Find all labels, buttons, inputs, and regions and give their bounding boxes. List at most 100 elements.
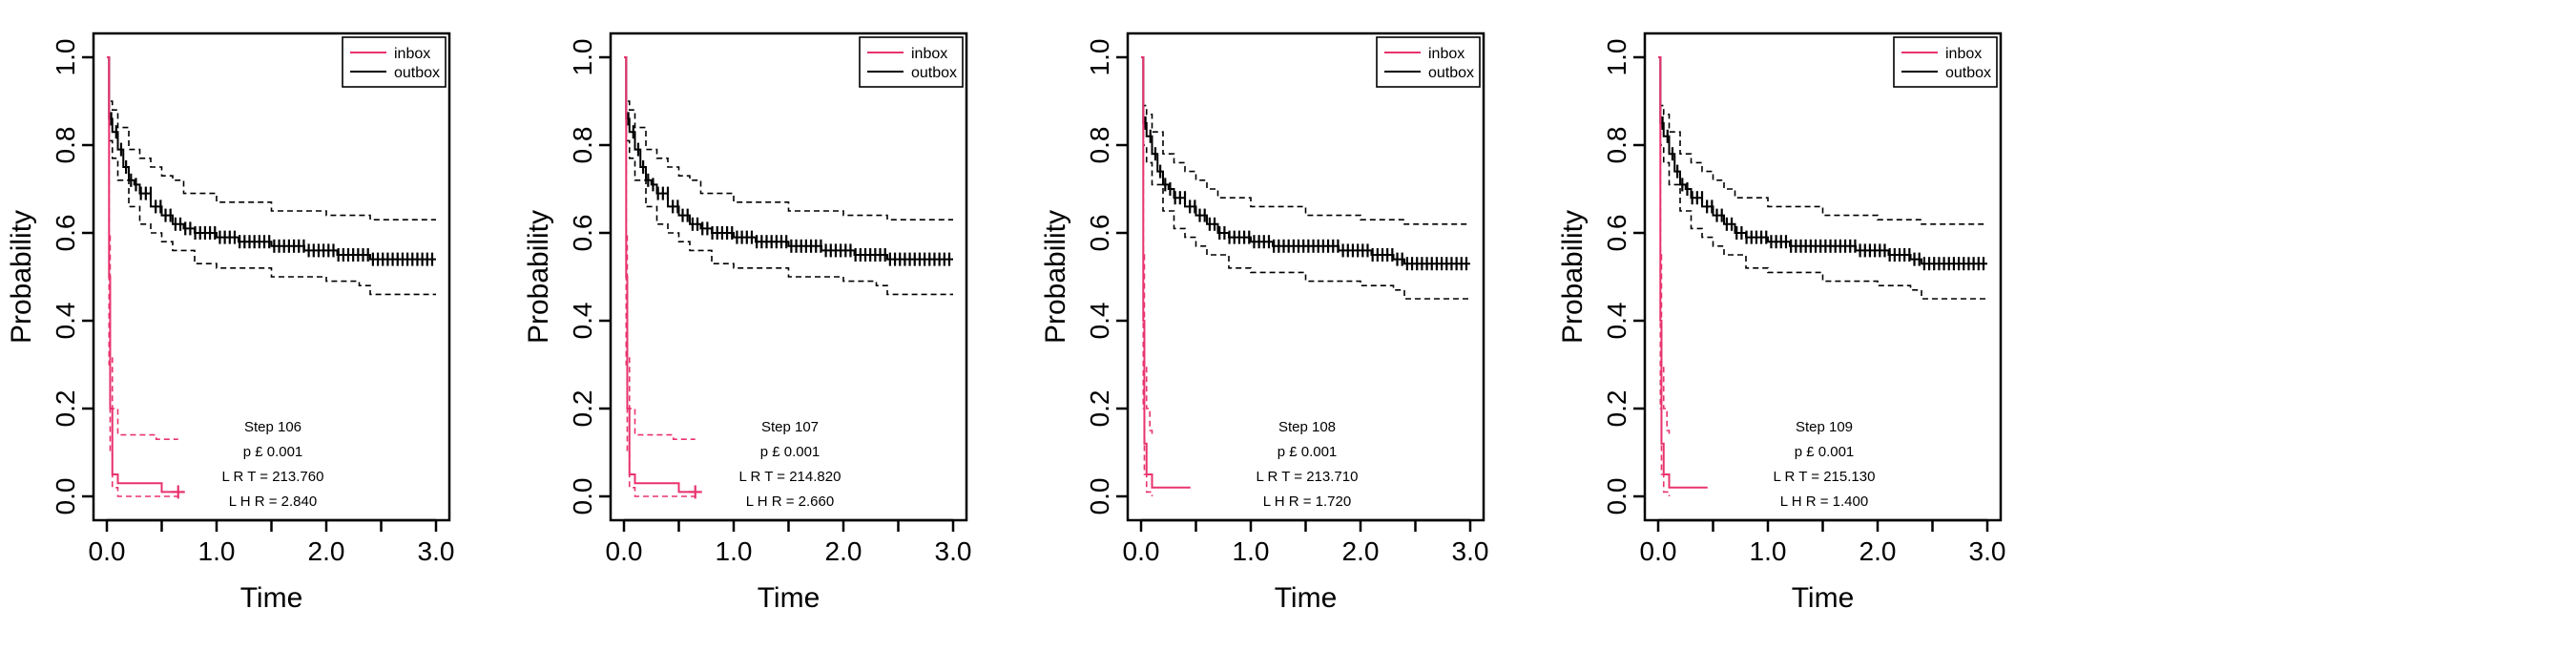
series-inbox-lower-line xyxy=(624,56,696,497)
series-inbox-lower-line xyxy=(107,56,178,497)
legend-label-inbox: inbox xyxy=(911,46,947,62)
x-tick-label: 0.0 xyxy=(89,536,126,566)
series-outbox-upper-line xyxy=(1141,56,1470,225)
legend-box xyxy=(342,36,447,88)
x-tick-label: 2.0 xyxy=(825,536,862,566)
legend-box xyxy=(1893,36,1998,88)
series-inbox-upper-line xyxy=(624,56,696,440)
y-axis-label: Probability xyxy=(1557,210,1589,344)
y-tick-label: 0.6 xyxy=(568,215,597,252)
step-label: Step 106 xyxy=(244,419,301,435)
y-axis-label: Probability xyxy=(6,210,37,344)
y-tick-label: 0.6 xyxy=(1602,215,1631,252)
series-outbox-lower-line xyxy=(1658,56,1987,300)
x-tick-label: 0.0 xyxy=(1640,536,1677,566)
series-inbox-lower-line xyxy=(1658,56,1671,496)
legend-label-outbox: outbox xyxy=(911,65,957,81)
x-tick-label: 1.0 xyxy=(198,536,236,566)
y-tick-label: 0.0 xyxy=(568,478,597,515)
lrt-label: L R T = 213.710 xyxy=(1257,469,1359,485)
y-tick-label: 0.8 xyxy=(1085,127,1114,164)
step-label: Step 109 xyxy=(1796,419,1853,435)
legend-label-inbox: inbox xyxy=(394,46,430,62)
x-tick-label: 3.0 xyxy=(1969,536,2006,566)
legend-label-outbox: outbox xyxy=(1945,65,1991,81)
lrt-label: L R T = 213.760 xyxy=(222,469,324,485)
y-tick-label: 0.2 xyxy=(1602,390,1631,428)
x-tick-label: 1.0 xyxy=(1750,536,1787,566)
y-tick-label: 0.4 xyxy=(1602,303,1631,340)
legend-label-inbox: inbox xyxy=(1945,46,1982,62)
legend-label-outbox: outbox xyxy=(394,65,440,81)
y-tick-label: 0.8 xyxy=(568,127,597,164)
step-label: Step 108 xyxy=(1278,419,1336,435)
x-tick-label: 0.0 xyxy=(1123,536,1160,566)
y-tick-label: 0.0 xyxy=(51,478,80,515)
series-outbox-line xyxy=(1141,56,1470,265)
y-tick-label: 0.0 xyxy=(1085,478,1114,515)
legend: inbox outbox xyxy=(1376,36,1481,88)
x-tick-label: 3.0 xyxy=(935,536,972,566)
x-axis-label: Time xyxy=(1792,582,1855,614)
y-tick-label: 0.0 xyxy=(1602,478,1631,515)
legend-box xyxy=(859,36,964,88)
legend-label-outbox: outbox xyxy=(1428,65,1474,81)
y-tick-label: 1.0 xyxy=(51,39,80,76)
x-tick-label: 1.0 xyxy=(1233,536,1270,566)
series-inbox-upper-line xyxy=(107,56,178,440)
lhr-label: L H R = 1.720 xyxy=(1263,494,1351,510)
y-tick-label: 0.2 xyxy=(1085,390,1114,428)
y-tick-label: 1.0 xyxy=(568,39,597,76)
x-tick-label: 2.0 xyxy=(308,536,345,566)
y-tick-label: 1.0 xyxy=(1602,39,1631,76)
x-tick-label: 2.0 xyxy=(1342,536,1380,566)
series-inbox-line xyxy=(107,56,178,494)
lrt-label: L R T = 215.130 xyxy=(1774,469,1876,485)
stats-annotation: Step 108 p £ 0.001 L R T = 213.710 L H R = … xyxy=(1257,419,1359,510)
series-inbox-lower-line xyxy=(1141,56,1153,496)
x-axis-label: Time xyxy=(240,582,303,614)
series-outbox-lower-line xyxy=(624,56,953,296)
series-outbox-upper-line xyxy=(624,56,953,220)
lrt-label: L R T = 214.820 xyxy=(739,469,841,485)
legend: inbox outbox xyxy=(342,36,447,88)
x-tick-label: 3.0 xyxy=(1452,536,1489,566)
lhr-label: L H R = 2.840 xyxy=(229,494,317,510)
legend: inbox outbox xyxy=(859,36,964,88)
series-outbox-line xyxy=(1658,56,1987,265)
y-tick-label: 0.6 xyxy=(1085,215,1114,252)
p-value-label: p £ 0.001 xyxy=(760,444,821,460)
p-value-label: p £ 0.001 xyxy=(1278,444,1338,460)
stats-annotation: Step 106 p £ 0.001 L R T = 213.760 L H R = … xyxy=(222,419,324,510)
step-label: Step 107 xyxy=(761,419,819,435)
p-value-label: p £ 0.001 xyxy=(1795,444,1855,460)
y-axis-label: Probability xyxy=(1040,210,1071,344)
y-tick-label: 0.2 xyxy=(568,390,597,428)
chart-panel-3: 0.0 1.0 2.0 3.00.00.20.40.60.81.0TimeProbab… xyxy=(1040,32,1489,614)
y-tick-label: 0.4 xyxy=(1085,303,1114,340)
legend: inbox outbox xyxy=(1893,36,1998,88)
x-tick-label: 1.0 xyxy=(716,536,753,566)
y-tick-label: 0.6 xyxy=(51,215,80,252)
x-tick-label: 0.0 xyxy=(606,536,643,566)
y-tick-label: 0.4 xyxy=(51,303,80,340)
y-axis-label: Probability xyxy=(523,210,554,344)
series-outbox-upper-line xyxy=(1658,56,1987,225)
lhr-label: L H R = 1.400 xyxy=(1780,494,1868,510)
x-tick-label: 2.0 xyxy=(1859,536,1897,566)
stats-annotation: Step 107 p £ 0.001 L R T = 214.820 L H R = … xyxy=(739,419,841,510)
chart-panel-2: 0.0 1.0 2.0 3.00.00.20.40.60.81.0TimeProbab… xyxy=(523,32,972,614)
series-outbox-lower-line xyxy=(1141,56,1470,300)
series-inbox-line xyxy=(624,56,696,494)
y-tick-label: 0.2 xyxy=(51,390,80,428)
y-tick-label: 0.4 xyxy=(568,303,597,340)
stats-annotation: Step 109 p £ 0.001 L R T = 215.130 L H R = … xyxy=(1774,419,1876,510)
y-tick-label: 0.8 xyxy=(1602,127,1631,164)
series-inbox-line xyxy=(1658,56,1708,489)
series-inbox-line xyxy=(1141,56,1191,489)
legend-box xyxy=(1376,36,1481,88)
lhr-label: L H R = 2.660 xyxy=(746,494,834,510)
chart-panel-1: 0.0 1.0 2.0 3.00.00.20.40.60.81.0TimeProbab… xyxy=(6,32,454,614)
series-outbox-upper-line xyxy=(107,56,436,220)
